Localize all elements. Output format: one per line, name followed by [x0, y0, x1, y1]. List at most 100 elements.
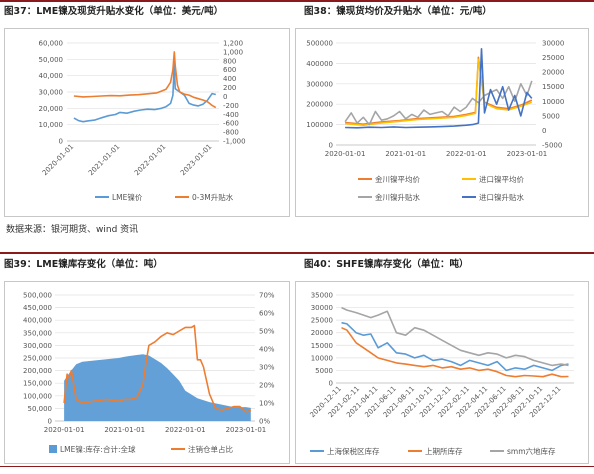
series-line	[63, 324, 252, 413]
y-left-tick-label: 300,000	[23, 342, 52, 350]
y-right-tick-label: -5000	[542, 142, 562, 150]
y-left-tick-label: 40,000	[39, 72, 64, 80]
y-left-tick-label: 100,000	[23, 392, 52, 400]
y-right-tick-label: 800	[223, 57, 236, 65]
y-left-tick-label: 0	[48, 418, 52, 426]
y-left-tick-label: 20,000	[39, 105, 64, 113]
y-right-tick-label: 200	[223, 84, 236, 92]
y-right-tick-label: -800	[223, 129, 239, 137]
y-right-tick-label: 5000	[542, 112, 560, 120]
y-left-tick-label: 10000	[311, 354, 333, 362]
figure-37-title: 图37：LME镍及现货升贴水变化（单位：美元/吨）	[4, 6, 224, 17]
legend-label: 注销仓单占比	[188, 444, 233, 454]
y-right-tick-label: -400	[223, 111, 239, 119]
y-right-tick-label: 50%	[259, 328, 275, 336]
series-line	[345, 58, 533, 126]
legend-swatch	[49, 445, 57, 453]
figure-39-title: 图39：LME镍库存变化（单位：吨）	[4, 259, 163, 270]
series-line	[341, 321, 569, 372]
y-left-tick-label: 300000	[306, 80, 333, 88]
legend-label: LME镍:库存:合计:全球	[60, 444, 136, 454]
y-right-tick-label: 20000	[542, 69, 564, 77]
figure-39-panel: 0 50,000 100,000 150,000 200,000 250,000 300,0…	[4, 281, 290, 464]
y-left-tick-label: 25000	[311, 317, 333, 325]
legend-label: 金川镍平均价	[375, 174, 420, 184]
y-left-tick-label: 60,000	[39, 40, 64, 48]
series-line	[345, 47, 533, 129]
y-right-tick-label: 15000	[542, 83, 564, 91]
legend-label: LME镍价	[112, 192, 143, 202]
x-tick-label: 2020-01-01	[41, 143, 75, 177]
y-left-tick-label: 350,000	[23, 329, 52, 337]
y-right-tick-label: 60%	[259, 310, 275, 318]
y-left-tick-label: 0	[329, 142, 333, 150]
middle-rule	[0, 252, 594, 254]
x-tick-label: 2023-01-01	[226, 426, 267, 434]
series-line	[345, 56, 533, 125]
y-right-tick-label: 1,200	[223, 40, 243, 48]
x-tick-label: 2022-01-01	[165, 426, 206, 434]
lme-nickel-inventory-chart: 0 50,000 100,000 150,000 200,000 250,000 300,0…	[23, 292, 275, 455]
figure-40-panel: 0 5000 10000 15000 20000 25000 30000 35000 2020-…	[295, 281, 589, 464]
figure-38-title: 图38：镍现货均价及升贴水（单位：元/吨）	[304, 6, 492, 17]
y-left-tick-label: 200000	[306, 101, 333, 109]
series-line	[341, 306, 569, 367]
y-left-tick-label: 0	[59, 138, 63, 146]
y-right-tick-label: 40%	[259, 346, 275, 354]
y-left-tick-label: 10,000	[39, 121, 64, 129]
source-note: 数据来源：银河期货、wind 资讯	[6, 225, 139, 235]
y-right-tick-label: 10%	[259, 400, 275, 408]
x-tick-label: 2023-01-01	[179, 143, 213, 177]
y-right-tick-label: 0%	[259, 418, 270, 426]
y-right-tick-label: 0	[223, 93, 227, 101]
y-left-tick-label: 15000	[311, 342, 333, 350]
legend-label: 进口镍升贴水	[479, 192, 524, 202]
y-right-tick-label: -600	[223, 120, 239, 128]
y-right-tick-label: 0	[542, 127, 546, 135]
x-tick-label: 2022-01-01	[446, 150, 487, 158]
y-left-tick-label: 35000	[311, 292, 333, 300]
y-left-tick-label: 20000	[311, 329, 333, 337]
y-right-tick-label: 70%	[259, 292, 275, 300]
y-left-tick-label: 50,000	[39, 56, 64, 64]
figure-38-panel: 0 100000 200000 300000 400000 500000 -5000 0 500…	[295, 28, 589, 217]
x-tick-label: 2020-01-01	[325, 150, 366, 158]
series-line	[73, 51, 217, 109]
y-left-tick-label: 150,000	[23, 380, 52, 388]
y-left-tick-label: 50,000	[28, 405, 53, 413]
y-left-tick-label: 5000	[315, 367, 333, 375]
legend-label: 0-3M升贴水	[192, 192, 234, 202]
x-tick-label: 2020-01-01	[44, 426, 85, 434]
legend-label: smm六地库存	[507, 446, 556, 456]
y-left-tick-label: 500,000	[23, 292, 52, 300]
y-right-tick-label: 25000	[542, 54, 564, 62]
figure-37-panel: 0 10,000 20,000 30,000 40,000 50,000 60,000 -1,…	[4, 28, 290, 217]
y-left-tick-label: 30000	[311, 304, 333, 312]
top-rule	[0, 0, 594, 2]
legend-label: 金川镍升贴水	[375, 192, 420, 202]
y-right-tick-label: -1,000	[223, 138, 246, 146]
y-left-tick-label: 200,000	[23, 367, 52, 375]
y-right-tick-label: 10000	[542, 98, 564, 106]
y-left-tick-label: 100000	[306, 121, 333, 129]
y-left-tick-label: 400,000	[23, 317, 52, 325]
y-left-tick-label: 450,000	[23, 304, 52, 312]
nickel-spot-premium-chart: 0 100000 200000 300000 400000 500000 -5000 0 500…	[306, 40, 564, 203]
y-left-tick-label: 500000	[306, 40, 333, 48]
legend-label: 上海保税区库存	[327, 446, 380, 456]
y-right-tick-label: -200	[223, 102, 239, 110]
series-line	[341, 326, 569, 378]
x-tick-label: 2021-01-01	[104, 426, 145, 434]
shfe-nickel-inventory-chart: 050001000015000200002500030000350002020-…	[308, 292, 574, 456]
legend-label: 进口镍平均价	[479, 174, 524, 184]
y-right-tick-label: 30%	[259, 364, 275, 372]
series-line	[73, 61, 216, 123]
y-left-tick-label: 0	[329, 380, 333, 388]
x-tick-label: 2021-01-01	[385, 150, 426, 158]
x-tick-label: 2022-01-01	[133, 143, 167, 177]
y-left-tick-label: 30,000	[39, 89, 64, 97]
series-area	[64, 354, 251, 421]
y-left-tick-label: 400000	[306, 60, 333, 68]
bottom-rule	[0, 466, 594, 467]
x-tick-label: 2023-01-01	[507, 150, 548, 158]
